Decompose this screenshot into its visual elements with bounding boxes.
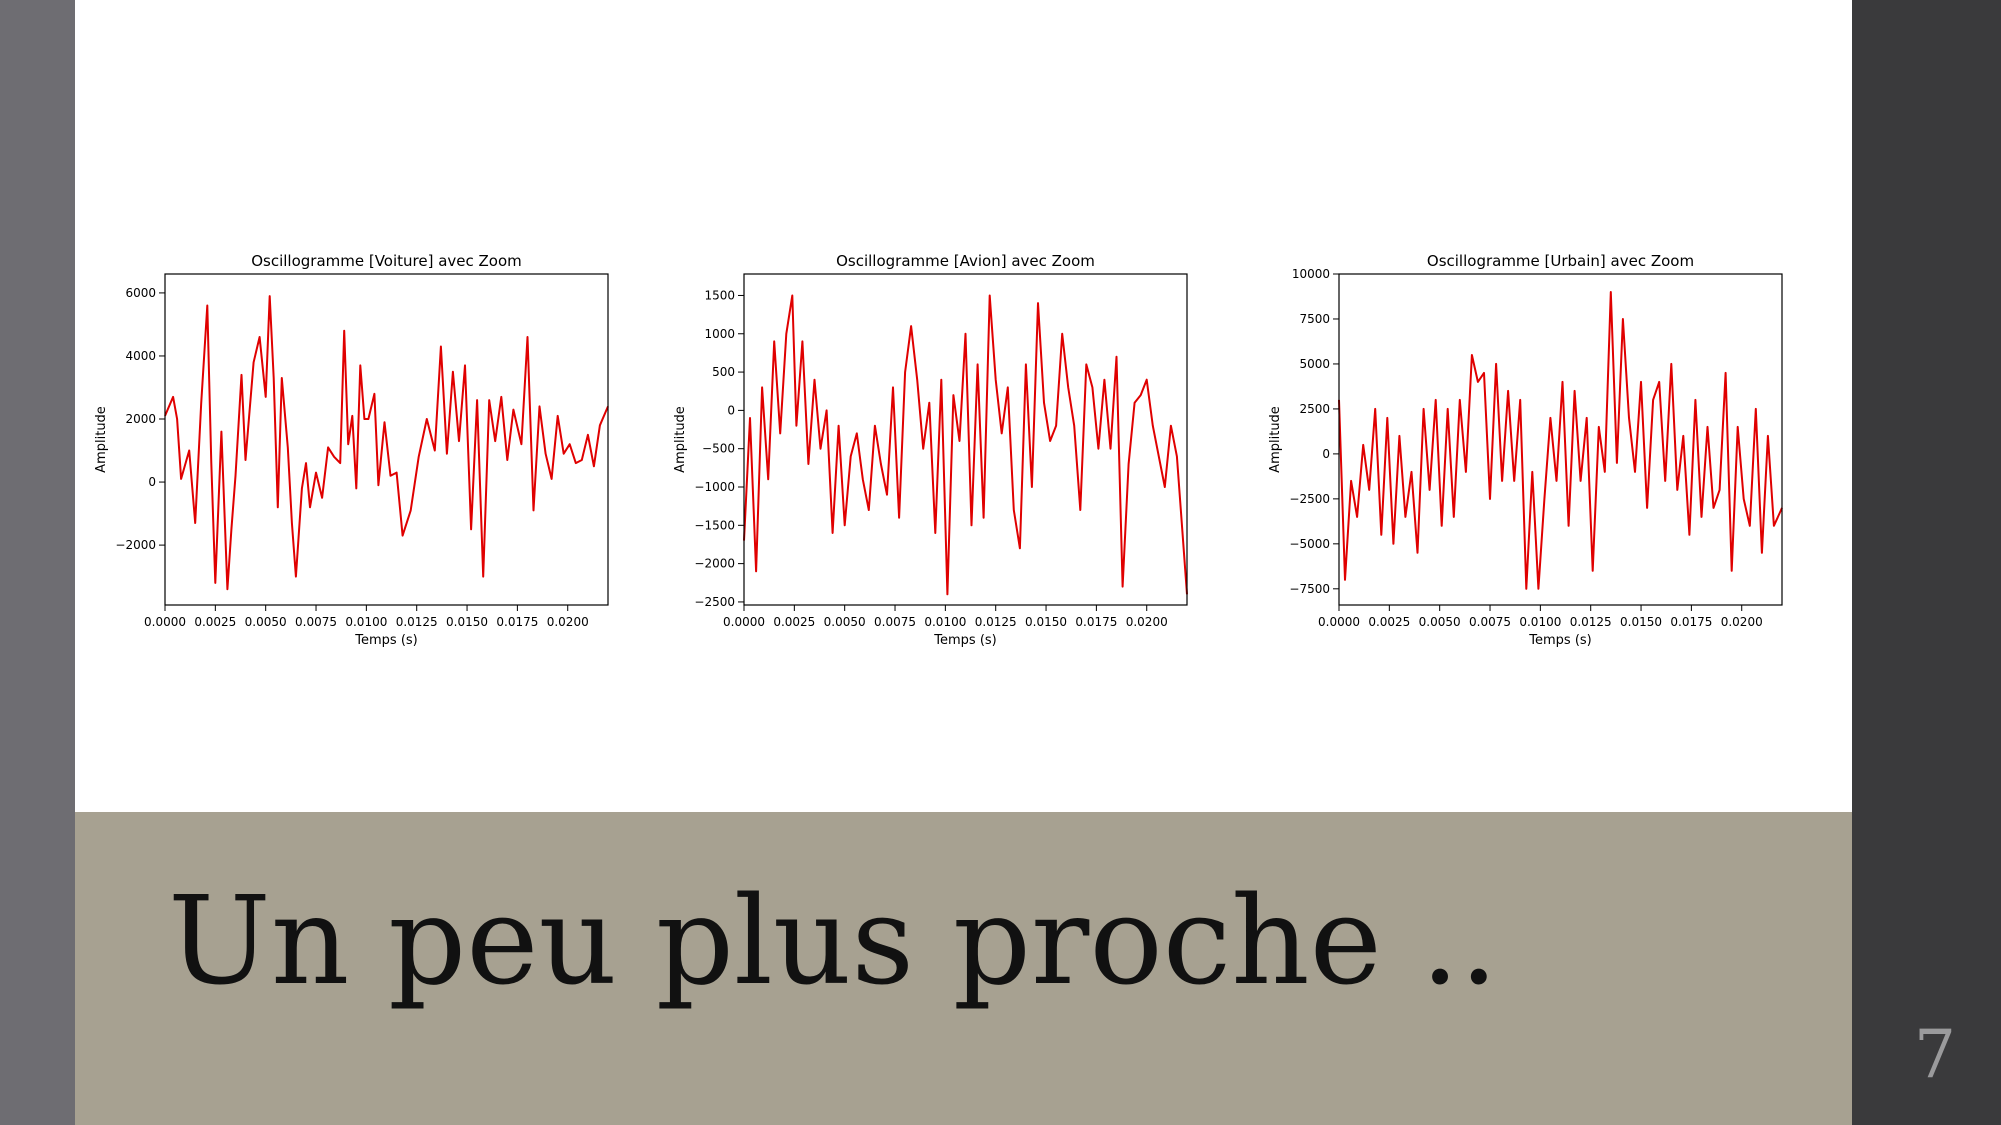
y-tick-label: −7500 (1289, 582, 1330, 596)
x-tick-label: 0.0125 (396, 615, 438, 629)
y-tick-label: 1000 (704, 327, 735, 341)
x-tick-label: 0.0050 (824, 615, 866, 629)
y-tick-label: −500 (702, 442, 735, 456)
chart-title: Oscillogramme [Voiture] avec Zoom (251, 252, 522, 270)
right-sidebar-panel (1852, 0, 2001, 1125)
x-tick-label: 0.0150 (446, 615, 488, 629)
x-tick-label: 0.0200 (1126, 615, 1168, 629)
y-tick-label: 0 (727, 403, 735, 417)
series-line (164, 295, 609, 591)
y-tick-label: 4000 (125, 349, 156, 363)
y-tick-label: 10000 (1292, 267, 1330, 281)
chart-voiture-svg: Oscillogramme [Voiture] avec Zoom 0.0000 0… (94, 252, 609, 648)
chart-avion-svg: Oscillogramme [Avion] avec Zoom 0.0000 0.0… (673, 252, 1188, 648)
x-tick-label: 0.0100 (1519, 615, 1561, 629)
y-tick-label: −2500 (694, 595, 735, 609)
chart-urbain-svg: Oscillogramme [Urbain] avec Zoom 0.0000 0.… (1268, 252, 1783, 648)
x-tick-label: 0.0025 (194, 615, 236, 629)
y-tick-label: −1000 (694, 480, 735, 494)
x-tick-label: 0.0000 (144, 615, 186, 629)
y-axis-label: Amplitude (94, 406, 109, 473)
chart-avion: Oscillogramme [Avion] avec Zoom 0.0000 0.0… (664, 240, 1204, 660)
plot-frame (743, 273, 1188, 606)
y-tick-label: 0 (148, 475, 156, 489)
x-tick-label: 0.0200 (547, 615, 589, 629)
x-tick-label: 0.0200 (1721, 615, 1763, 629)
chart-title: Oscillogramme [Urbain] avec Zoom (1427, 252, 1694, 270)
y-tick-label: 0 (1322, 447, 1330, 461)
x-tick-label: 0.0100 (345, 615, 387, 629)
x-tick-label: 0.0025 (773, 615, 815, 629)
plot-frame (1338, 273, 1783, 606)
x-tick-label: 0.0125 (975, 615, 1017, 629)
x-tick-label: 0.0025 (1368, 615, 1410, 629)
x-tick-label: 0.0150 (1025, 615, 1067, 629)
x-axis-label: Temps (s) (1528, 633, 1591, 648)
left-frame-strip (0, 0, 75, 1125)
y-tick-label: −2500 (1289, 492, 1330, 506)
title-band (75, 812, 1852, 1125)
y-tick-label: 5000 (1299, 357, 1330, 371)
y-tick-label: 2500 (1299, 402, 1330, 416)
y-tick-label: 6000 (125, 286, 156, 300)
x-tick-label: 0.0150 (1620, 615, 1662, 629)
y-tick-label: −5000 (1289, 537, 1330, 551)
chart-urbain: Oscillogramme [Urbain] avec Zoom 0.0000 0.… (1259, 240, 1799, 660)
y-axis-label: Amplitude (1268, 406, 1283, 473)
y-tick-label: 500 (712, 365, 735, 379)
chart-title: Oscillogramme [Avion] avec Zoom (836, 252, 1095, 270)
x-tick-label: 0.0000 (723, 615, 765, 629)
x-tick-label: 0.0125 (1570, 615, 1612, 629)
x-tick-label: 0.0100 (924, 615, 966, 629)
y-tick-label: −2000 (115, 538, 156, 552)
x-tick-label: 0.0050 (245, 615, 287, 629)
y-axis-label: Amplitude (673, 406, 688, 473)
x-tick-label: 0.0050 (1419, 615, 1461, 629)
x-tick-label: 0.0075 (295, 615, 337, 629)
x-tick-label: 0.0075 (874, 615, 916, 629)
x-tick-label: 0.0000 (1318, 615, 1360, 629)
y-tick-label: 1500 (704, 288, 735, 302)
x-axis-label: Temps (s) (933, 633, 996, 648)
y-tick-label: −2000 (694, 557, 735, 571)
plot-frame (164, 273, 609, 606)
x-tick-label: 0.0175 (496, 615, 538, 629)
page-number: 7 (1914, 1016, 1956, 1093)
x-tick-label: 0.0175 (1670, 615, 1712, 629)
y-tick-label: 2000 (125, 412, 156, 426)
y-tick-label: −1500 (694, 518, 735, 532)
series-line (743, 294, 1188, 596)
x-axis-label: Temps (s) (354, 633, 417, 648)
series-line (1338, 291, 1783, 590)
chart-voiture: Oscillogramme [Voiture] avec Zoom 0.0000 0… (85, 240, 625, 660)
x-tick-label: 0.0075 (1469, 615, 1511, 629)
slide-title: Un peu plus proche .. (168, 870, 1499, 1012)
y-tick-label: 7500 (1299, 312, 1330, 326)
x-tick-label: 0.0175 (1075, 615, 1117, 629)
